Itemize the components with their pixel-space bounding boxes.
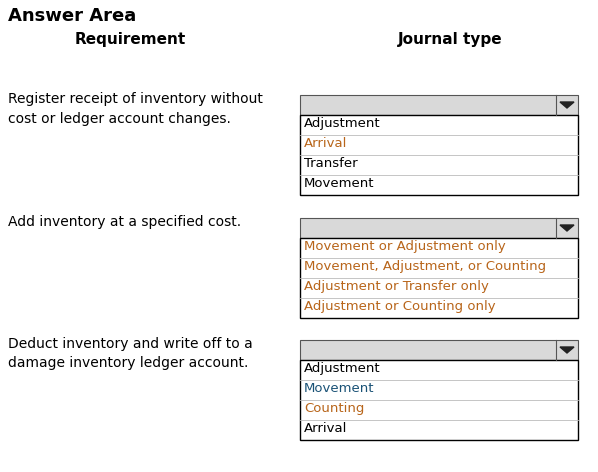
Text: Requirement: Requirement [74, 32, 185, 47]
Text: Journal type: Journal type [398, 32, 502, 47]
Bar [300, 360, 578, 440]
Text: Add inventory at a specified cost.: Add inventory at a specified cost. [8, 215, 241, 229]
Polygon shape [560, 102, 574, 108]
Text: Adjustment or Counting only: Adjustment or Counting only [304, 300, 496, 313]
Bar [300, 218, 578, 238]
Text: Adjustment or Transfer only: Adjustment or Transfer only [304, 280, 489, 293]
Polygon shape [560, 347, 574, 353]
Bar [300, 115, 578, 195]
Text: Movement: Movement [304, 382, 374, 395]
Text: Movement, Adjustment, or Counting: Movement, Adjustment, or Counting [304, 260, 546, 273]
Text: Transfer: Transfer [304, 157, 358, 170]
Text: Movement: Movement [304, 177, 374, 190]
Text: Arrival: Arrival [304, 137, 347, 150]
Text: Deduct inventory and write off to a
damage inventory ledger account.: Deduct inventory and write off to a dama… [8, 337, 253, 371]
Bar [300, 95, 578, 115]
Text: Counting: Counting [304, 402, 364, 415]
Bar [300, 238, 578, 318]
Text: Adjustment: Adjustment [304, 117, 380, 130]
Polygon shape [560, 225, 574, 231]
Text: Movement or Adjustment only: Movement or Adjustment only [304, 240, 506, 253]
Text: Adjustment: Adjustment [304, 362, 380, 375]
Bar [300, 340, 578, 360]
Text: Arrival: Arrival [304, 422, 347, 435]
Text: Register receipt of inventory without
cost or ledger account changes.: Register receipt of inventory without co… [8, 92, 263, 126]
Text: Answer Area: Answer Area [8, 7, 136, 25]
